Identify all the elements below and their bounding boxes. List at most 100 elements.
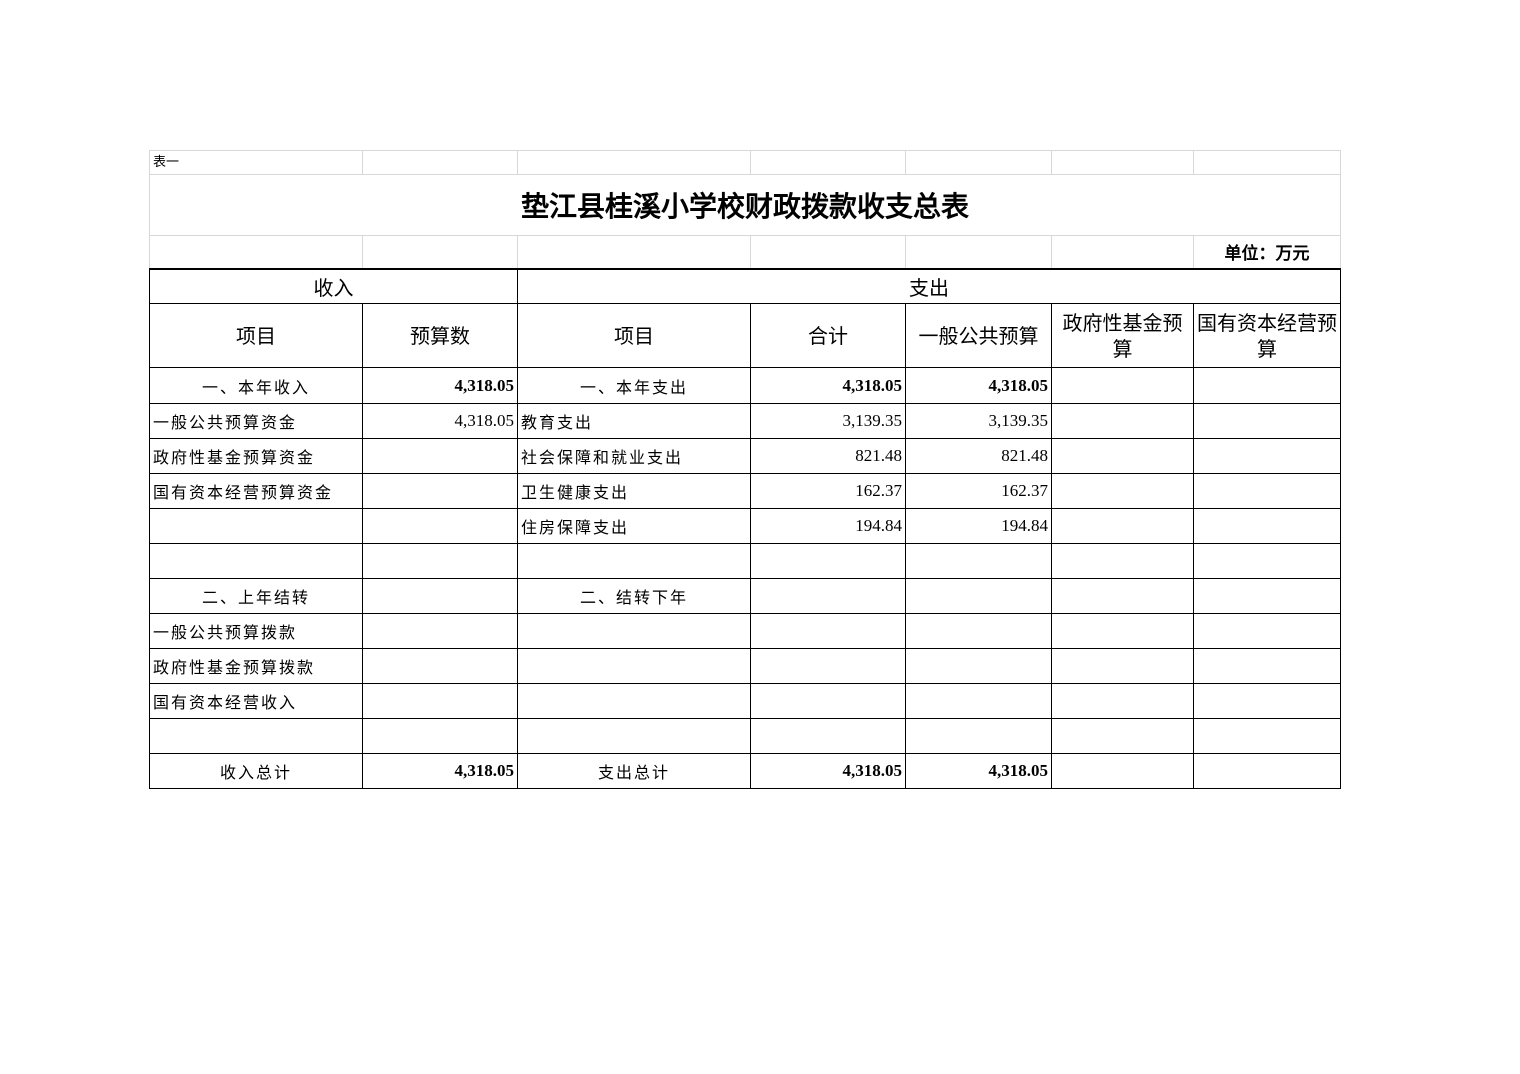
table-row: 政府性基金预算拨款 (149, 648, 1341, 684)
table-cell: 4,318.05 (905, 753, 1052, 789)
expense-section-header: 支出 (517, 267, 1341, 304)
table-cell (362, 508, 518, 544)
table-cell: 二、上年结转 (149, 578, 363, 614)
column-header-expense-item: 项目 (517, 303, 751, 368)
table-cell (517, 543, 751, 579)
table-cell: 4,318.05 (750, 367, 906, 404)
budget-summary-table: 表一 垫江县桂溪小学校财政拨款收支总表 单位：万元 收入 支出 项目 预算数 项目合… (149, 150, 1341, 789)
table-cell (362, 683, 518, 719)
column-header-expense-total: 合计 (750, 303, 906, 368)
table-row: 一般公共预算资金 4,318.05 教育支出 3,139.35 3,139.35 (149, 403, 1341, 439)
table-cell (750, 718, 906, 754)
table-cell (362, 613, 518, 649)
table-cell (1051, 753, 1194, 789)
column-header-state-capital-budget: 国有资本经营预算 (1193, 303, 1341, 368)
table-cell: 住房保障支出 (517, 508, 751, 544)
table-cell (905, 613, 1052, 649)
table-cell: 一般公共预算拨款 (149, 613, 363, 649)
table-cell (362, 648, 518, 684)
table-cell: 国有资本经营预算资金 (149, 473, 363, 509)
table-cell (905, 543, 1052, 579)
table-cell (362, 473, 518, 509)
column-header-income-item: 项目 (149, 303, 363, 368)
table-cell: 国有资本经营收入 (149, 683, 363, 719)
column-header-income-budget: 预算数 (362, 303, 518, 368)
table-cell: 821.48 (750, 438, 906, 474)
page-title: 垫江县桂溪小学校财政拨款收支总表 (149, 174, 1341, 236)
table-cell (1051, 683, 1194, 719)
table-row: 国有资本经营收入 (149, 683, 1341, 719)
table-cell (750, 578, 906, 614)
table-cell (362, 543, 518, 579)
table-cell (1051, 543, 1194, 579)
table-cell: 教育支出 (517, 403, 751, 439)
table-cell (1193, 367, 1341, 404)
table-cell: 4,318.05 (362, 403, 518, 439)
table-cell: 卫生健康支出 (517, 473, 751, 509)
table-cell (517, 613, 751, 649)
table-cell (905, 578, 1052, 614)
table-cell: 4,318.05 (905, 367, 1052, 404)
table-cell: 一、本年收入 (149, 367, 363, 404)
table-row: 收入总计 4,318.05 支出总计 4,318.05 4,318.05 (149, 753, 1341, 789)
table-cell (362, 578, 518, 614)
table-cell: 收入总计 (149, 753, 363, 789)
table-row (149, 718, 1341, 754)
table-cell: 政府性基金预算资金 (149, 438, 363, 474)
table-cell (1051, 578, 1194, 614)
table-cell (1051, 473, 1194, 509)
table-cell: 4,318.05 (362, 367, 518, 404)
table-cell (1193, 613, 1341, 649)
table-row: 政府性基金预算资金 社会保障和就业支出 821.48 821.48 (149, 438, 1341, 474)
table-row: 一、本年收入 4,318.05 一、本年支出 4,318.05 4,318.05 (149, 367, 1341, 404)
table-cell: 支出总计 (517, 753, 751, 789)
table-cell (1193, 648, 1341, 684)
table-cell (1193, 683, 1341, 719)
table-cell: 162.37 (750, 473, 906, 509)
table-cell: 社会保障和就业支出 (517, 438, 751, 474)
income-section-header: 收入 (149, 267, 518, 304)
table-row: 一般公共预算拨款 (149, 613, 1341, 649)
table-row: 二、上年结转 二、结转下年 (149, 578, 1341, 614)
table-cell (1193, 753, 1341, 789)
table-cell (1193, 438, 1341, 474)
table-cell (1193, 578, 1341, 614)
unit-label: 单位：万元 (1193, 235, 1341, 269)
table-cell (1051, 403, 1194, 439)
table-row (149, 543, 1341, 579)
table-cell (1051, 508, 1194, 544)
table-cell (362, 718, 518, 754)
table-cell (905, 718, 1052, 754)
table-cell (1193, 543, 1341, 579)
table-cell: 4,318.05 (362, 753, 518, 789)
table-cell: 162.37 (905, 473, 1052, 509)
table-row: 住房保障支出 194.84 194.84 (149, 508, 1341, 544)
table-cell: 3,139.35 (750, 403, 906, 439)
table-cell: 194.84 (750, 508, 906, 544)
column-header-government-fund-budget: 政府性基金预算 (1051, 303, 1194, 368)
table-cell (1193, 508, 1341, 544)
table-cell (517, 718, 751, 754)
table-cell: 政府性基金预算拨款 (149, 648, 363, 684)
table-cell (905, 648, 1052, 684)
table-cell (1193, 403, 1341, 439)
table-cell (1193, 473, 1341, 509)
table-cell (517, 683, 751, 719)
table-cell (149, 718, 363, 754)
table-cell (149, 508, 363, 544)
column-header-general-public-budget: 一般公共预算 (905, 303, 1052, 368)
table-cell (905, 683, 1052, 719)
table-cell: 821.48 (905, 438, 1052, 474)
table-row: 国有资本经营预算资金 卫生健康支出 162.37 162.37 (149, 473, 1341, 509)
table-cell: 一般公共预算资金 (149, 403, 363, 439)
table-cell (149, 543, 363, 579)
table-cell (1051, 613, 1194, 649)
table-cell (1193, 718, 1341, 754)
table-cell (517, 648, 751, 684)
table-cell (1051, 367, 1194, 404)
table-cell: 一、本年支出 (517, 367, 751, 404)
table-cell (750, 683, 906, 719)
table-cell (750, 543, 906, 579)
table-cell (750, 613, 906, 649)
table-cell (1051, 648, 1194, 684)
